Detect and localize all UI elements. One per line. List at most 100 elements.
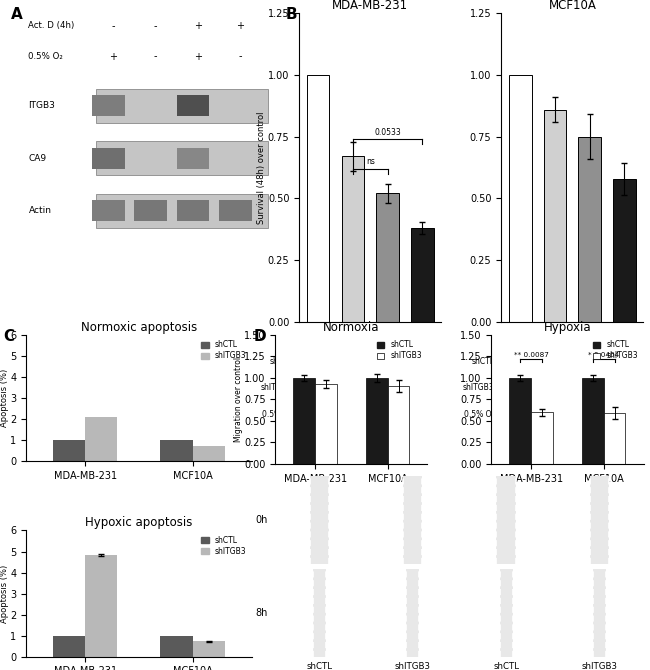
- Bar: [387, 386, 410, 464]
- Text: +: +: [586, 357, 593, 366]
- Text: shCTL: shCTL: [269, 357, 292, 366]
- Y-axis label: Migration over control: Migration over control: [233, 357, 242, 442]
- Bar: [509, 75, 532, 322]
- Text: -: -: [317, 409, 320, 419]
- Text: ns: ns: [366, 157, 374, 166]
- Bar: [604, 413, 625, 464]
- Title: MDA-MB-231: MDA-MB-231: [332, 0, 408, 12]
- Text: Actin: Actin: [29, 206, 51, 215]
- Text: +: +: [621, 409, 628, 419]
- Title: Hypoxic apoptosis: Hypoxic apoptosis: [85, 517, 192, 529]
- Bar: [53, 636, 85, 657]
- Text: 8h: 8h: [255, 608, 268, 618]
- Bar: [543, 110, 566, 322]
- Text: +: +: [109, 52, 117, 62]
- Bar: [294, 378, 315, 464]
- Text: ITGB3: ITGB3: [29, 101, 55, 111]
- Text: -: -: [154, 21, 157, 31]
- FancyBboxPatch shape: [96, 89, 268, 123]
- Text: -: -: [112, 21, 115, 31]
- Bar: [192, 446, 225, 461]
- Text: C: C: [3, 328, 14, 344]
- Text: shCTL: shCTL: [493, 662, 519, 670]
- FancyBboxPatch shape: [403, 476, 422, 563]
- Text: +: +: [419, 383, 426, 393]
- Y-axis label: Apoptosis (%): Apoptosis (%): [0, 369, 8, 427]
- Bar: [376, 194, 399, 322]
- Legend: shCTL, shITGB3: shCTL, shITGB3: [200, 534, 248, 557]
- Bar: [411, 228, 434, 322]
- Text: +: +: [552, 383, 558, 393]
- Text: +: +: [315, 357, 322, 366]
- Text: -: -: [554, 357, 556, 366]
- FancyBboxPatch shape: [497, 476, 516, 563]
- Title: Normoxic apoptosis: Normoxic apoptosis: [81, 321, 197, 334]
- Text: +: +: [384, 357, 391, 366]
- Text: +: +: [621, 383, 628, 393]
- Text: -: -: [317, 383, 320, 393]
- Text: -: -: [421, 357, 424, 366]
- FancyBboxPatch shape: [406, 569, 419, 657]
- Bar: [85, 555, 117, 657]
- FancyBboxPatch shape: [177, 148, 209, 169]
- Bar: [578, 137, 601, 322]
- FancyBboxPatch shape: [177, 200, 209, 221]
- Text: +: +: [384, 409, 391, 419]
- Text: 0.5% O₂: 0.5% O₂: [463, 409, 494, 419]
- Text: shITGB3: shITGB3: [463, 383, 494, 393]
- Bar: [366, 378, 387, 464]
- FancyBboxPatch shape: [590, 476, 609, 563]
- Bar: [307, 75, 330, 322]
- Text: +: +: [350, 383, 356, 393]
- Y-axis label: Apoptosis (%): Apoptosis (%): [0, 564, 8, 622]
- Text: 0.0533: 0.0533: [374, 128, 401, 137]
- Text: +: +: [586, 409, 593, 419]
- Text: -: -: [386, 383, 389, 393]
- Text: B: B: [285, 7, 297, 22]
- FancyBboxPatch shape: [309, 476, 329, 563]
- FancyBboxPatch shape: [92, 95, 125, 117]
- Legend: shCTL, shITGB3: shCTL, shITGB3: [200, 339, 248, 362]
- Text: -: -: [239, 52, 242, 62]
- Text: +: +: [194, 21, 202, 31]
- Text: -: -: [519, 409, 522, 419]
- Bar: [53, 440, 85, 461]
- Text: +: +: [194, 52, 202, 62]
- Bar: [315, 384, 337, 464]
- Bar: [161, 636, 192, 657]
- Bar: [342, 156, 364, 322]
- Text: -: -: [352, 409, 354, 419]
- FancyBboxPatch shape: [593, 569, 606, 657]
- Text: shCTL: shCTL: [306, 662, 332, 670]
- Bar: [85, 417, 117, 461]
- Bar: [613, 179, 636, 322]
- FancyBboxPatch shape: [219, 200, 252, 221]
- Text: -: -: [623, 357, 626, 366]
- Text: D: D: [254, 328, 266, 344]
- Text: -: -: [588, 383, 592, 393]
- Text: Act. D (4h): Act. D (4h): [29, 21, 75, 30]
- FancyBboxPatch shape: [313, 569, 326, 657]
- FancyBboxPatch shape: [135, 200, 167, 221]
- FancyBboxPatch shape: [92, 200, 125, 221]
- Text: -: -: [554, 409, 556, 419]
- Text: +: +: [237, 21, 244, 31]
- Text: shITGB3: shITGB3: [261, 383, 292, 393]
- FancyBboxPatch shape: [499, 569, 513, 657]
- Text: * 0.0404: * 0.0404: [588, 352, 619, 358]
- Text: -: -: [519, 383, 522, 393]
- Text: +: +: [517, 357, 524, 366]
- Text: CA9: CA9: [29, 153, 47, 163]
- Bar: [161, 440, 192, 461]
- Text: -: -: [154, 52, 157, 62]
- Text: shITGB3: shITGB3: [582, 662, 618, 670]
- Bar: [510, 378, 531, 464]
- FancyBboxPatch shape: [96, 141, 268, 175]
- Legend: shCTL, shITGB3: shCTL, shITGB3: [592, 339, 640, 362]
- Text: +: +: [419, 409, 426, 419]
- FancyBboxPatch shape: [177, 95, 209, 117]
- Bar: [192, 641, 225, 657]
- Y-axis label: Survival (48h) over control: Survival (48h) over control: [257, 111, 266, 224]
- Text: 0h: 0h: [255, 515, 268, 525]
- Legend: shCTL, shITGB3: shCTL, shITGB3: [375, 339, 424, 362]
